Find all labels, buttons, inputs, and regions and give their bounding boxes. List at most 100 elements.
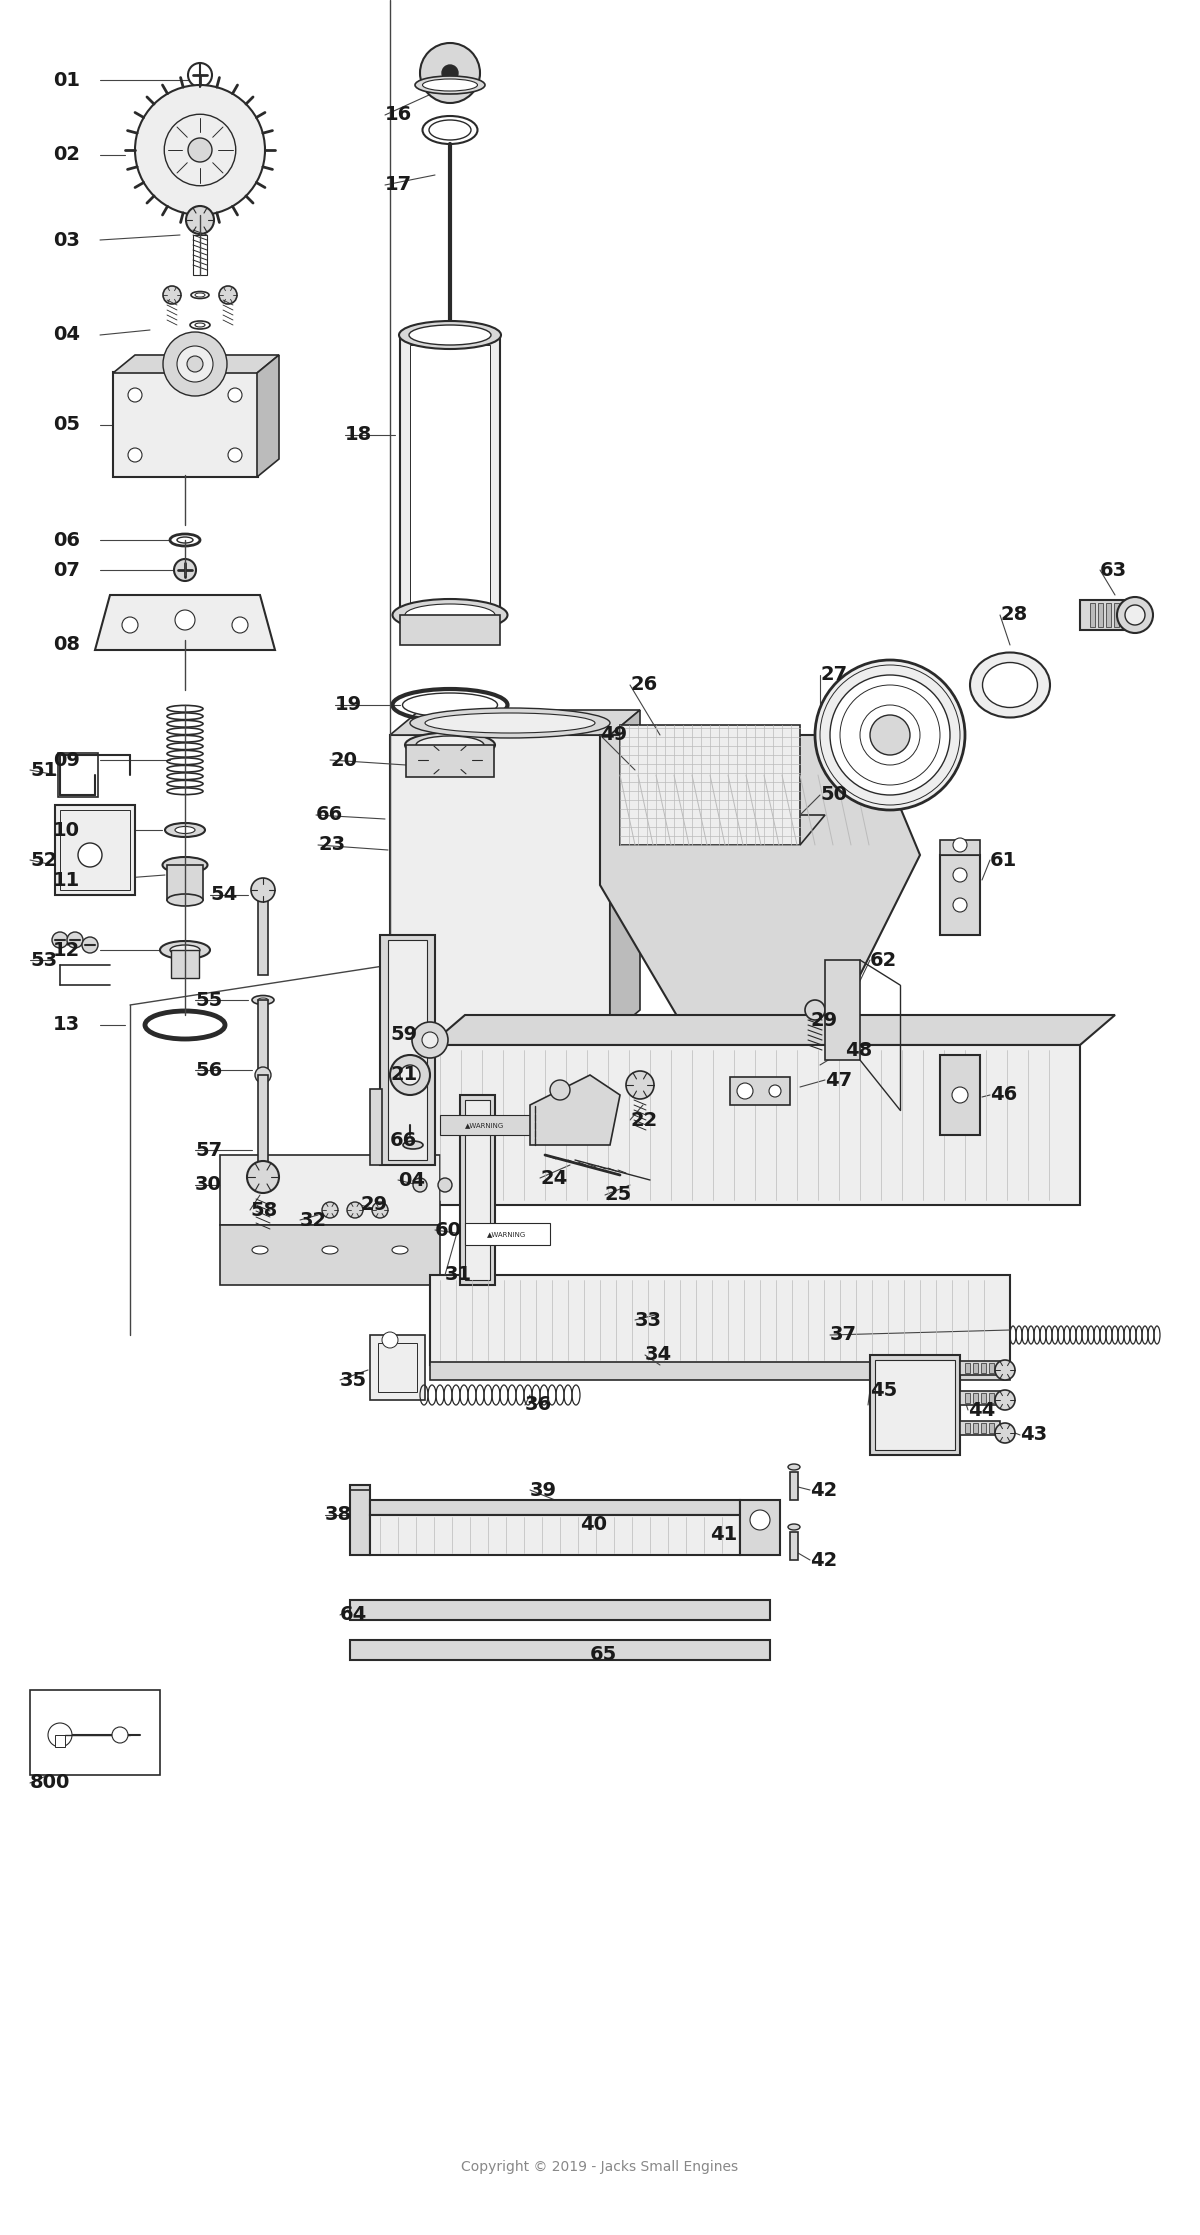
Bar	[167, 865, 203, 901]
Bar	[989, 1424, 994, 1433]
Bar	[982, 1424, 986, 1433]
Circle shape	[390, 1055, 430, 1095]
Text: 41: 41	[710, 1527, 737, 1544]
Bar	[1080, 599, 1130, 630]
Text: 57: 57	[194, 1140, 222, 1160]
Bar	[826, 961, 860, 1059]
Bar	[989, 1392, 994, 1404]
Text: 37: 37	[830, 1325, 857, 1345]
Circle shape	[78, 843, 102, 867]
Ellipse shape	[403, 1142, 424, 1149]
Text: 39: 39	[530, 1480, 557, 1500]
Text: 35: 35	[340, 1370, 367, 1390]
Text: 54: 54	[210, 885, 238, 905]
Circle shape	[82, 936, 98, 952]
Text: 38: 38	[325, 1506, 352, 1524]
Ellipse shape	[194, 293, 205, 297]
Circle shape	[112, 1728, 128, 1743]
Bar	[1106, 603, 1111, 628]
Bar	[740, 1500, 780, 1556]
Ellipse shape	[178, 536, 193, 543]
Ellipse shape	[194, 324, 205, 326]
Polygon shape	[600, 735, 920, 1055]
Bar	[258, 1075, 268, 1164]
Circle shape	[870, 715, 910, 755]
Polygon shape	[620, 816, 826, 845]
Text: 05: 05	[53, 416, 80, 434]
Text: ▲WARNING: ▲WARNING	[466, 1122, 505, 1129]
Ellipse shape	[392, 1245, 408, 1254]
Bar	[790, 1473, 798, 1500]
Circle shape	[134, 85, 265, 215]
Bar	[875, 1361, 955, 1451]
Text: 20: 20	[330, 751, 358, 769]
Text: 42: 42	[810, 1480, 838, 1500]
Bar	[870, 1354, 960, 1455]
Text: 49: 49	[600, 726, 628, 744]
Ellipse shape	[788, 1524, 800, 1531]
Bar	[1090, 603, 1096, 628]
Text: 11: 11	[53, 869, 80, 890]
Circle shape	[188, 139, 212, 161]
Text: 07: 07	[53, 561, 80, 579]
Circle shape	[163, 333, 227, 396]
Circle shape	[164, 114, 235, 186]
Circle shape	[188, 63, 212, 87]
Circle shape	[815, 659, 965, 809]
Text: 26: 26	[630, 675, 658, 695]
Bar	[989, 1363, 994, 1372]
Circle shape	[750, 1511, 770, 1531]
Ellipse shape	[160, 941, 210, 959]
Circle shape	[228, 389, 242, 402]
Text: 66: 66	[390, 1131, 418, 1149]
Bar	[388, 941, 427, 1160]
Text: 48: 48	[845, 1042, 872, 1059]
Circle shape	[232, 617, 248, 633]
Bar	[940, 840, 980, 856]
Text: 02: 02	[53, 145, 80, 165]
Bar	[113, 371, 258, 476]
Circle shape	[52, 932, 68, 948]
Circle shape	[186, 206, 214, 235]
Text: 44: 44	[968, 1401, 995, 1419]
Text: 55: 55	[194, 990, 222, 1010]
Bar	[790, 1531, 798, 1560]
Bar	[55, 1734, 65, 1748]
Text: 09: 09	[53, 751, 80, 769]
Text: 12: 12	[53, 941, 80, 959]
Ellipse shape	[788, 1464, 800, 1471]
Polygon shape	[610, 711, 640, 1035]
Circle shape	[830, 675, 950, 796]
Bar	[973, 1424, 978, 1433]
Ellipse shape	[416, 735, 484, 753]
Bar	[982, 1363, 986, 1372]
Text: 04: 04	[53, 326, 80, 344]
Text: SMALL ENGINES: SMALL ENGINES	[473, 1187, 607, 1205]
Bar	[973, 1392, 978, 1404]
Text: 46: 46	[990, 1086, 1018, 1104]
Ellipse shape	[166, 822, 205, 836]
Bar	[350, 1484, 370, 1556]
Circle shape	[769, 1084, 781, 1097]
Bar	[960, 1421, 1000, 1435]
Circle shape	[128, 389, 142, 402]
Bar	[965, 1424, 970, 1433]
Bar	[466, 1100, 490, 1281]
Polygon shape	[430, 1015, 1115, 1046]
Ellipse shape	[422, 78, 478, 92]
Circle shape	[550, 1080, 570, 1100]
Circle shape	[995, 1424, 1015, 1444]
Circle shape	[422, 1033, 438, 1048]
Ellipse shape	[392, 599, 508, 630]
Bar	[350, 1640, 770, 1661]
Bar	[172, 950, 199, 979]
Bar	[940, 1055, 980, 1135]
Circle shape	[122, 617, 138, 633]
Circle shape	[128, 447, 142, 463]
Bar	[380, 934, 436, 1164]
Circle shape	[420, 42, 480, 103]
Text: 42: 42	[810, 1551, 838, 1569]
Text: 08: 08	[53, 635, 80, 655]
Bar	[378, 1343, 418, 1392]
Circle shape	[995, 1390, 1015, 1410]
